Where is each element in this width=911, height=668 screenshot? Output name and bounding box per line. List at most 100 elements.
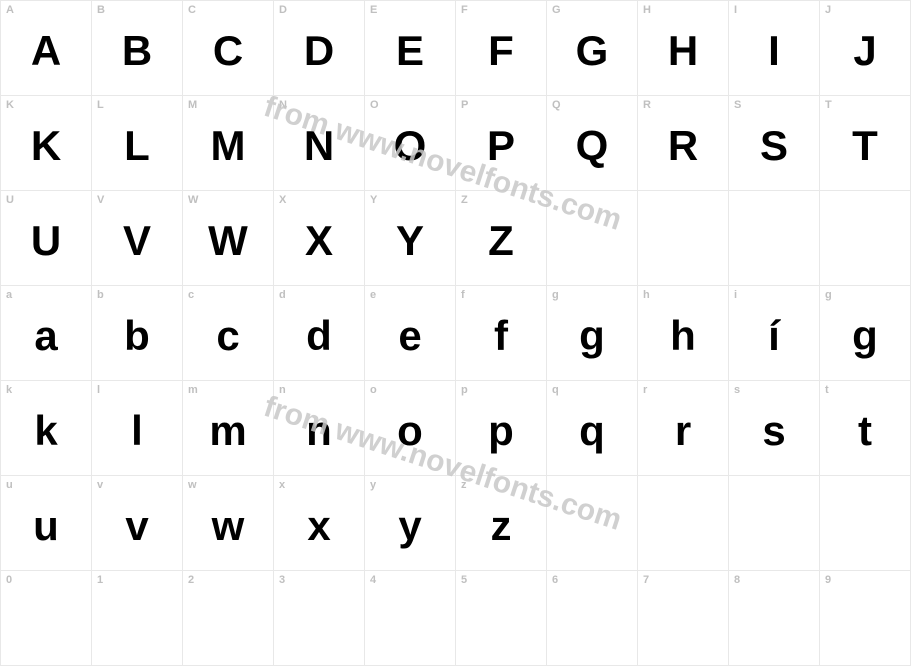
glyph-label: b [97, 289, 104, 301]
glyph-label: 5 [461, 574, 467, 586]
glyph-char: g [579, 315, 605, 357]
glyph-cell-d: dd [274, 286, 365, 381]
glyph-label: O [370, 99, 379, 111]
glyph-char: m [209, 410, 246, 452]
glyph-char: W [208, 220, 248, 262]
glyph-label: N [279, 99, 287, 111]
glyph-char: D [304, 30, 334, 72]
glyph-cell-empty [820, 476, 911, 571]
glyph-char: T [852, 125, 878, 167]
glyph-cell-empty [638, 191, 729, 286]
glyph-char: h [670, 315, 696, 357]
glyph-label: I [734, 4, 737, 16]
glyph-char: e [398, 315, 421, 357]
glyph-label: U [6, 194, 14, 206]
glyph-char: p [488, 410, 514, 452]
glyph-label: E [370, 4, 377, 16]
glyph-cell-z: zz [456, 476, 547, 571]
glyph-cell-a: aa [1, 286, 92, 381]
glyph-cell-q: qq [547, 381, 638, 476]
glyph-char: v [125, 505, 148, 547]
glyph-label: m [188, 384, 198, 396]
glyph-char: r [675, 410, 691, 452]
glyph-cell-s: ss [729, 381, 820, 476]
glyph-cell-J: JJ [820, 1, 911, 96]
glyph-cell-U: UU [1, 191, 92, 286]
glyph-cell-empty [638, 476, 729, 571]
glyph-char: U [31, 220, 61, 262]
glyph-label: z [461, 479, 467, 491]
character-map-grid: AABBCCDDEEFFGGHHIIJJKKLLMMNNOOPPQQRRSSTT… [0, 0, 911, 666]
glyph-cell-N: NN [274, 96, 365, 191]
glyph-cell-x: xx [274, 476, 365, 571]
glyph-cell-T: TT [820, 96, 911, 191]
glyph-label: u [6, 479, 13, 491]
glyph-cell-0: 0 [1, 571, 92, 666]
glyph-label: M [188, 99, 197, 111]
glyph-label: i [734, 289, 737, 301]
glyph-char: N [304, 125, 334, 167]
glyph-label: X [279, 194, 286, 206]
glyph-cell-v: vv [92, 476, 183, 571]
glyph-cell-empty [729, 476, 820, 571]
glyph-char: Y [396, 220, 424, 262]
glyph-label: 7 [643, 574, 649, 586]
glyph-char: u [33, 505, 59, 547]
glyph-cell-f: ff [456, 286, 547, 381]
glyph-cell-9: 9 [820, 571, 911, 666]
glyph-char: c [216, 315, 239, 357]
glyph-label: r [643, 384, 647, 396]
glyph-char: t [858, 410, 872, 452]
glyph-cell-8: 8 [729, 571, 820, 666]
glyph-cell-empty [729, 191, 820, 286]
glyph-label: P [461, 99, 468, 111]
glyph-label: H [643, 4, 651, 16]
glyph-char: a [34, 315, 57, 357]
glyph-label: B [97, 4, 105, 16]
glyph-char: L [124, 125, 150, 167]
glyph-char: í [768, 315, 780, 357]
glyph-label: Y [370, 194, 377, 206]
glyph-cell-l: ll [92, 381, 183, 476]
glyph-char: E [396, 30, 424, 72]
glyph-cell-3: 3 [274, 571, 365, 666]
glyph-cell-n: nn [274, 381, 365, 476]
glyph-cell-6: 6 [547, 571, 638, 666]
glyph-char: X [305, 220, 333, 262]
glyph-char: d [306, 315, 332, 357]
glyph-label: K [6, 99, 14, 111]
glyph-label: 1 [97, 574, 103, 586]
glyph-cell-o: oo [365, 381, 456, 476]
glyph-label: S [734, 99, 741, 111]
glyph-label: 0 [6, 574, 12, 586]
glyph-label: Q [552, 99, 561, 111]
glyph-label: 9 [825, 574, 831, 586]
glyph-char: o [397, 410, 423, 452]
glyph-cell-empty [820, 191, 911, 286]
glyph-char: b [124, 315, 150, 357]
glyph-label: h [643, 289, 650, 301]
glyph-label: n [279, 384, 286, 396]
glyph-char: y [398, 505, 421, 547]
glyph-label: d [279, 289, 286, 301]
glyph-char: x [307, 505, 330, 547]
glyph-cell-c: cc [183, 286, 274, 381]
glyph-label: T [825, 99, 832, 111]
glyph-cell-W: WW [183, 191, 274, 286]
glyph-label: y [370, 479, 376, 491]
glyph-cell-M: MM [183, 96, 274, 191]
glyph-label: a [6, 289, 12, 301]
glyph-label: s [734, 384, 740, 396]
glyph-cell-O: OO [365, 96, 456, 191]
glyph-cell-P: PP [456, 96, 547, 191]
glyph-label: g [552, 289, 559, 301]
glyph-cell-Y: YY [365, 191, 456, 286]
glyph-cell-F: FF [456, 1, 547, 96]
glyph-char: l [131, 410, 143, 452]
glyph-cell-4: 4 [365, 571, 456, 666]
glyph-cell-Z: ZZ [456, 191, 547, 286]
glyph-char: C [213, 30, 243, 72]
glyph-label: v [97, 479, 103, 491]
glyph-cell-u: uu [1, 476, 92, 571]
glyph-cell-V: VV [92, 191, 183, 286]
